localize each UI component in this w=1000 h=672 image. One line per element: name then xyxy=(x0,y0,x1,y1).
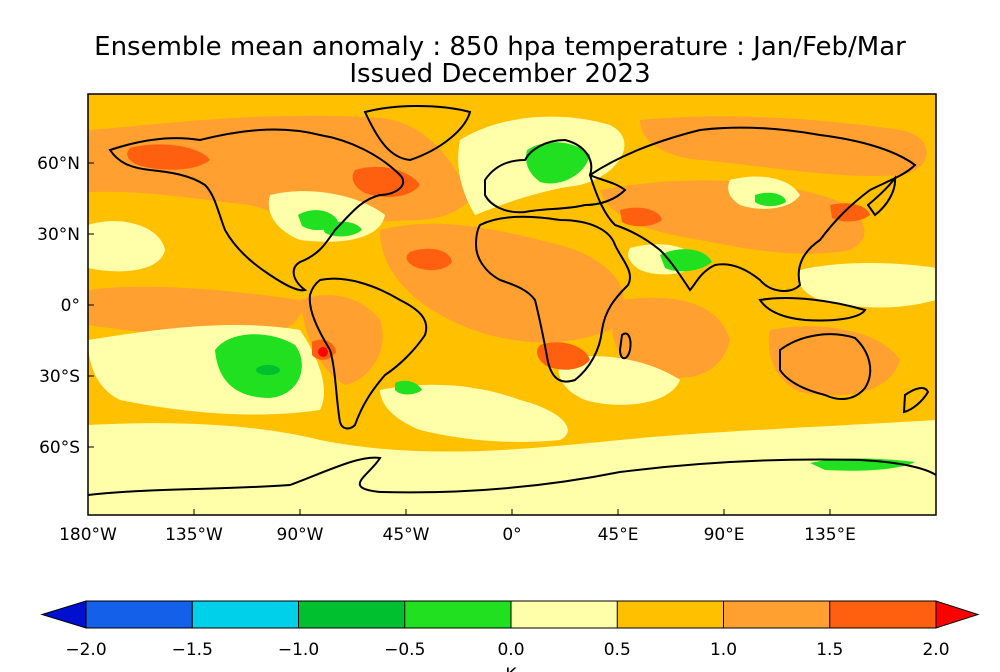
colorbar-tick-label: 1.5 xyxy=(816,640,843,660)
colorbar-band xyxy=(617,601,724,628)
longitude-tick-label: 135°E xyxy=(804,525,856,545)
anomaly-area xyxy=(558,356,680,405)
colorbar-tick-label: −2.0 xyxy=(65,640,106,660)
japan-coast xyxy=(866,175,897,217)
latitude-axis: 60°N 30°N 0° 30°S 60°S xyxy=(37,154,94,458)
longitude-tick-label: 90°W xyxy=(277,525,324,545)
colorbar-tick-label: −0.5 xyxy=(384,640,425,660)
anomaly-area xyxy=(798,263,936,308)
colorbar-band xyxy=(829,601,937,628)
anomaly-spot xyxy=(318,347,328,357)
anomaly-area xyxy=(215,334,302,398)
south-america-coast xyxy=(308,277,428,430)
longitude-tick-label: 180°W xyxy=(59,525,117,545)
north-america-coast xyxy=(108,128,405,292)
latitude-tick-label: 30°N xyxy=(37,225,80,245)
map-title: Ensemble mean anomaly : 850 hpa temperat… xyxy=(94,32,906,62)
new-zealand-coast xyxy=(902,387,930,414)
anomaly-area xyxy=(537,342,590,370)
europe-coast xyxy=(484,138,627,214)
indonesia-coast xyxy=(758,297,867,322)
anomaly-area xyxy=(88,115,470,228)
longitude-tick-label: 45°W xyxy=(383,525,430,545)
antarctica-coast xyxy=(88,456,936,496)
longitude-tick-label: 90°E xyxy=(704,525,745,545)
colorbar-band xyxy=(298,601,406,628)
anomaly-area xyxy=(352,166,420,197)
anomaly-field xyxy=(88,94,936,515)
latitude-tick-label: 30°S xyxy=(39,367,80,387)
africa-coast xyxy=(474,215,631,383)
longitude-tick-label: 45°E xyxy=(598,525,639,545)
colorbar-band xyxy=(86,601,193,628)
anomaly-area xyxy=(300,295,383,385)
colorbar-tick-label: 2.0 xyxy=(922,640,949,660)
coastlines xyxy=(88,105,936,496)
madagascar-coast xyxy=(618,332,632,360)
anomaly-area xyxy=(256,365,280,375)
colorbar-unit-label: K xyxy=(505,665,517,672)
colorbar-tick-label: −1.0 xyxy=(278,640,319,660)
anomaly-area xyxy=(768,326,900,396)
anomaly-area xyxy=(127,144,210,170)
longitude-axis: 180°W 135°W 90°W 45°W 0° 45°E 90°E 135°E xyxy=(59,509,856,545)
colorbar-tick-label: 1.0 xyxy=(710,640,737,660)
colorbar-band xyxy=(723,601,831,628)
anomaly-area xyxy=(640,116,927,177)
colorbar-over-triangle xyxy=(935,600,980,629)
latitude-tick-label: 0° xyxy=(61,296,80,316)
colorbar-tick-label: 0.0 xyxy=(497,640,524,660)
longitude-tick-label: 135°W xyxy=(165,525,223,545)
asia-coast xyxy=(588,126,917,292)
anomaly-area xyxy=(88,420,936,515)
anomaly-area xyxy=(526,142,590,184)
colorbar: −2.0 −1.5 −1.0 −0.5 0.0 0.5 1.0 1.5 2.0 K xyxy=(40,600,980,672)
map-subtitle: Issued December 2023 xyxy=(349,59,651,89)
colorbar-tick-label: −1.5 xyxy=(172,640,213,660)
colorbar-band xyxy=(192,601,299,628)
anomaly-area xyxy=(600,180,865,254)
latitude-tick-label: 60°N xyxy=(37,154,80,174)
australia-coast xyxy=(779,333,872,401)
colorbar-band xyxy=(511,601,618,628)
colorbar-tick-label: 0.5 xyxy=(604,640,631,660)
anomaly-area xyxy=(406,248,452,271)
anomaly-area xyxy=(88,221,165,272)
colorbar-under-triangle xyxy=(40,600,87,629)
longitude-tick-label: 0° xyxy=(502,525,521,545)
greenland-coast xyxy=(363,105,472,162)
colorbar-band xyxy=(404,601,512,628)
anomaly-area xyxy=(380,384,568,442)
latitude-tick-label: 60°S xyxy=(39,438,80,458)
anomaly-area xyxy=(620,207,662,227)
anomaly-area xyxy=(395,380,422,395)
anomaly-area xyxy=(611,297,730,378)
anomaly-area xyxy=(755,192,786,207)
